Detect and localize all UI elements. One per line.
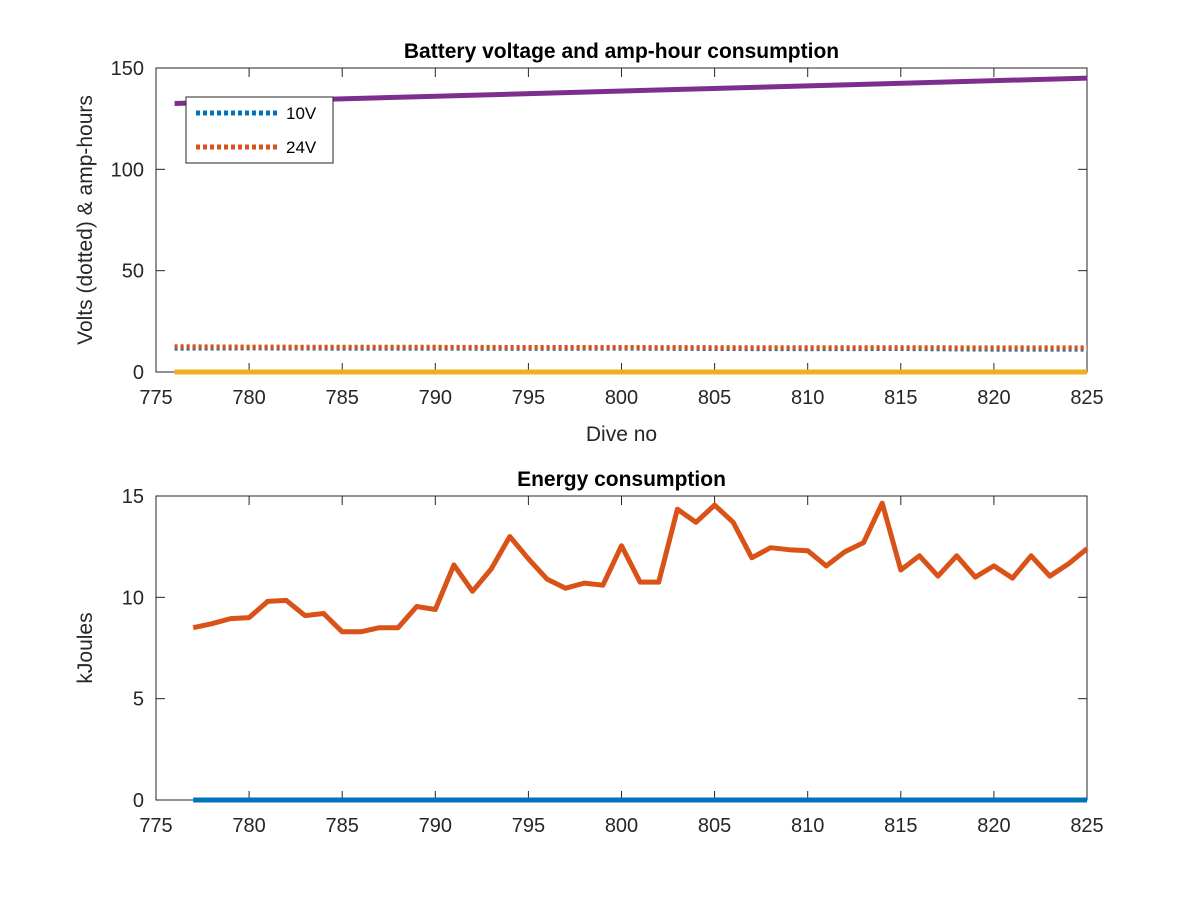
x-tick-label: 790 [419,815,452,837]
x-tick-label: 775 [139,815,172,837]
x-tick-label: 810 [791,387,824,409]
x-tick-label: 785 [326,815,359,837]
energy-chart: 775 780 785 790 795 800 805 810 815 820 825 0 5 10 15 E… [74,468,1104,837]
x-tick-label: 810 [791,815,824,837]
x-tick-label: 800 [605,387,638,409]
y-tick-label: 15 [122,486,144,508]
y-tick-label: 0 [133,362,144,384]
chart-title: Energy consumption [517,468,726,491]
legend-box [185,96,334,164]
x-tick-label: 820 [977,387,1010,409]
x-tick-label: 805 [698,387,731,409]
legend-label: 24V [286,138,317,157]
legend-label: 10V [286,104,317,123]
x-tick-label: 780 [232,815,265,837]
x-tick-label: 775 [139,387,172,409]
x-tick-label: 825 [1070,815,1103,837]
x-tick-label: 790 [419,387,452,409]
y-axis-label: kJoules [74,612,97,683]
x-tick-label: 805 [698,815,731,837]
y-axis-label: Volts (dotted) & amp-hours [74,95,97,345]
y-tick-label: 50 [122,261,144,283]
y-tick-label: 5 [133,689,144,711]
x-tick-label: 800 [605,815,638,837]
y-tick-label: 0 [133,790,144,812]
x-tick-label: 795 [512,815,545,837]
x-tick-label: 815 [884,387,917,409]
voltage-chart: 775 780 785 790 795 800 805 810 815 820 825 0 50 100 1… [74,40,1104,446]
x-tick-label: 820 [977,815,1010,837]
legend: 10V 24V [185,96,334,164]
x-tick-label: 815 [884,815,917,837]
x-tick-label: 825 [1070,387,1103,409]
x-tick-label: 785 [326,387,359,409]
chart-title: Battery voltage and amp-hour consumption [404,40,839,63]
series-line-1 [174,344,1087,351]
y-tick-label: 150 [111,58,144,80]
y-tick-label: 10 [122,587,144,609]
series-line-1 [192,500,1089,635]
x-tick-label: 780 [232,387,265,409]
plot-area [155,495,1088,801]
x-axis-label: Dive no [586,423,657,446]
y-tick-label: 100 [111,159,144,181]
x-tick-label: 795 [512,387,545,409]
